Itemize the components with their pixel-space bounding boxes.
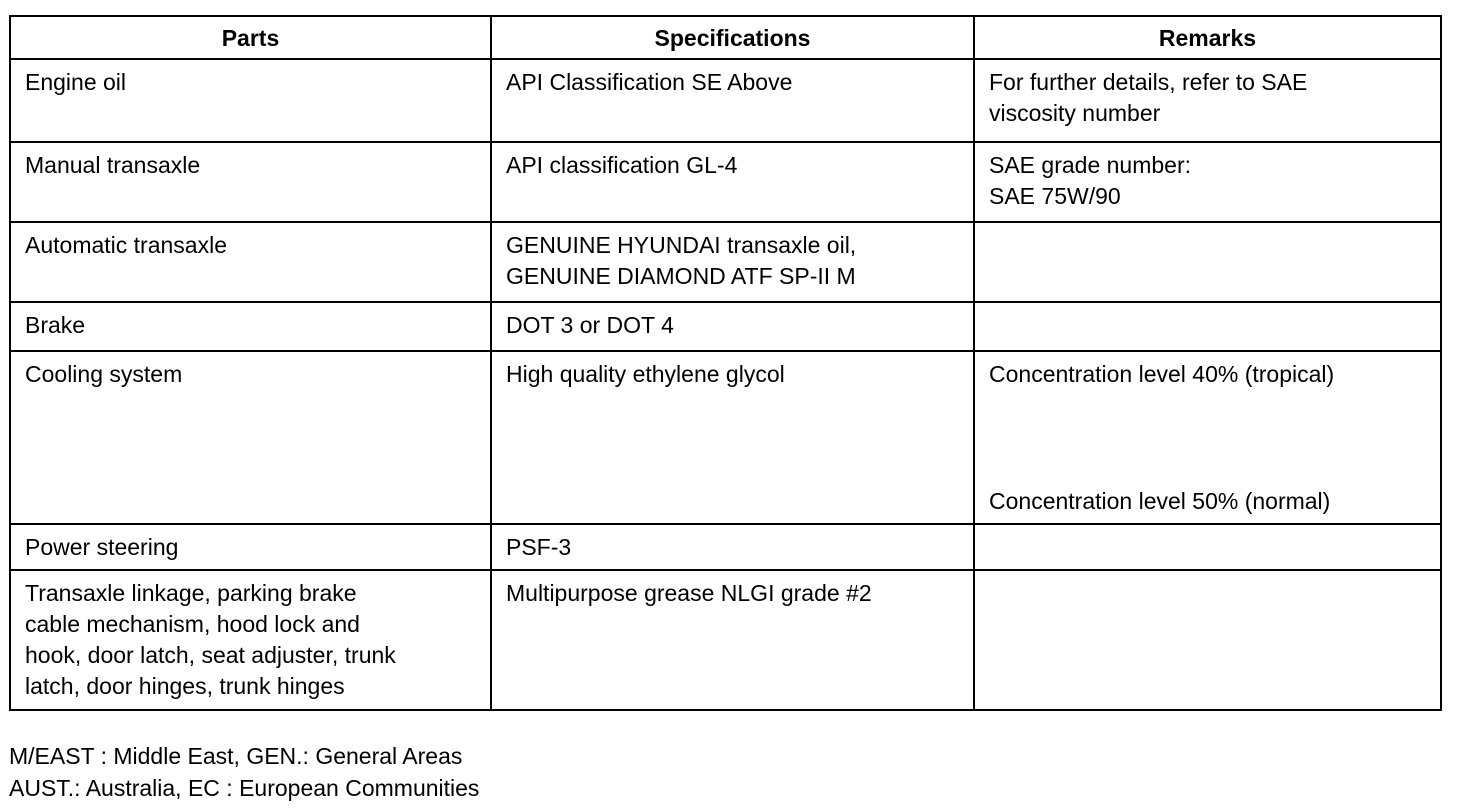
remark-text: Concentration level 40% (tropical)	[989, 361, 1335, 387]
remark-cell: SAE grade number: SAE 75W/90	[973, 141, 1442, 223]
part-cell: Manual transaxle	[9, 141, 492, 223]
table-row: Cooling system High quality ethylene glyc…	[9, 350, 1442, 525]
spec-cell: API classification GL-4	[490, 141, 975, 223]
spec-text: GENUINE DIAMOND ATF SP-II M	[506, 263, 856, 289]
footnote: AUST.: Australia, EC : European Communit…	[9, 775, 480, 801]
remark-text: Concentration level 50% (normal)	[989, 488, 1331, 514]
part-text: hook, door latch, seat adjuster, trunk	[25, 642, 396, 668]
part-text: Brake	[25, 312, 86, 338]
part-cell: Transaxle linkage, parking brake cable me…	[9, 569, 492, 711]
footnote: M/EAST : Middle East, GEN.: General Area…	[9, 743, 463, 769]
part-text: Engine oil	[25, 69, 127, 95]
spec-text: High quality ethylene glycol	[506, 361, 785, 387]
part-text: Automatic transaxle	[25, 232, 227, 258]
part-cell: Cooling system	[9, 350, 492, 525]
part-text: Power steering	[25, 534, 179, 560]
remark-cell: Concentration level 40% (tropical) Concen…	[973, 350, 1442, 525]
part-cell: Automatic transaxle	[9, 221, 492, 303]
header-parts: Parts	[9, 15, 492, 60]
remark-cell	[973, 301, 1442, 352]
lubricant-specifications-table: Parts Specifications Remarks Engine oil A…	[9, 15, 1442, 711]
spec-text: PSF-3	[506, 534, 572, 560]
part-cell: Brake	[9, 301, 492, 352]
part-text: cable mechanism, hood lock and	[25, 611, 360, 637]
remark-cell: For further details, refer to SAE viscosi…	[973, 58, 1442, 143]
header-remarks: Remarks	[973, 15, 1442, 60]
remark-text: SAE 75W/90	[989, 183, 1121, 209]
table-row: Power steering PSF-3	[9, 523, 1442, 571]
part-text: Manual transaxle	[25, 152, 201, 178]
spec-text: Multipurpose grease NLGI grade #2	[506, 580, 872, 606]
spec-cell: GENUINE HYUNDAI transaxle oil, GENUINE DI…	[490, 221, 975, 303]
spec-text: API classification GL-4	[506, 152, 738, 178]
spec-text: GENUINE HYUNDAI transaxle oil,	[506, 232, 857, 258]
table-row: Brake DOT 3 or DOT 4	[9, 301, 1442, 352]
spec-cell: Multipurpose grease NLGI grade #2	[490, 569, 975, 711]
part-cell: Power steering	[9, 523, 492, 571]
table-row: Automatic transaxle GENUINE HYUNDAI trans…	[9, 221, 1442, 303]
remark-text: SAE grade number:	[989, 152, 1192, 178]
part-text: latch, door hinges, trunk hinges	[25, 673, 345, 699]
remark-cell	[973, 569, 1442, 711]
footnotes: M/EAST : Middle East, GEN.: General Area…	[9, 740, 479, 804]
remark-text: For further details, refer to SAE	[989, 69, 1308, 95]
table-row: Transaxle linkage, parking brake cable me…	[9, 569, 1442, 711]
spec-cell: API Classification SE Above	[490, 58, 975, 143]
part-cell: Engine oil	[9, 58, 492, 143]
table-row: Engine oil API Classification SE Above For…	[9, 58, 1442, 143]
part-text: Cooling system	[25, 361, 183, 387]
spec-text: API Classification SE Above	[506, 69, 793, 95]
table-header-row: Parts Specifications Remarks	[9, 15, 1442, 60]
remark-text: viscosity number	[989, 100, 1161, 126]
spec-text: DOT 3 or DOT 4	[506, 312, 674, 338]
table-row: Manual transaxle API classification GL-4 S…	[9, 141, 1442, 223]
remark-cell	[973, 221, 1442, 303]
header-specifications: Specifications	[490, 15, 975, 60]
part-text: Transaxle linkage, parking brake	[25, 580, 357, 606]
remark-cell	[973, 523, 1442, 571]
spec-cell: PSF-3	[490, 523, 975, 571]
spec-cell: High quality ethylene glycol	[490, 350, 975, 525]
spec-cell: DOT 3 or DOT 4	[490, 301, 975, 352]
